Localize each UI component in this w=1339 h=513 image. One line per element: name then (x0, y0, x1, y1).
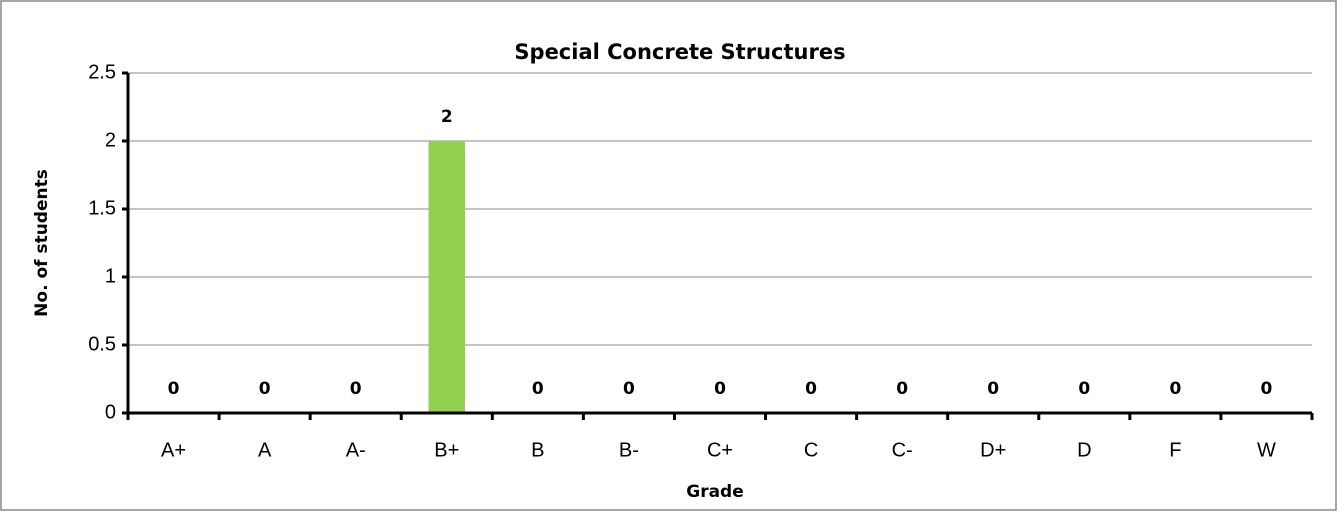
y-tick-label: 2.5 (88, 61, 116, 83)
data-label: 0 (350, 379, 362, 399)
x-tick-label: F (1169, 439, 1181, 461)
x-tick-label: B- (619, 439, 639, 461)
x-tick-label: C+ (707, 439, 733, 461)
data-label: 0 (805, 379, 817, 399)
y-tick-label: 1.5 (88, 197, 116, 219)
data-label: 0 (1169, 379, 1181, 399)
data-label: 0 (714, 379, 726, 399)
chart-title: Special Concrete Structures (514, 40, 845, 64)
x-tick-label: D (1077, 439, 1091, 461)
bar (428, 141, 465, 413)
y-axis-label: No. of students (32, 169, 52, 317)
data-label: 0 (532, 379, 544, 399)
x-axis-label: Grade (686, 482, 744, 502)
data-label: 0 (168, 379, 180, 399)
y-tick-label: 1 (105, 265, 116, 287)
x-tick-label: W (1257, 439, 1276, 461)
x-tick-label: A (258, 439, 272, 461)
x-tick-label: B (531, 439, 544, 461)
x-tick-label: D+ (980, 439, 1006, 461)
x-tick-label: B+ (434, 439, 459, 461)
data-label: 0 (1261, 379, 1273, 399)
x-tick-label: A- (346, 439, 366, 461)
data-label: 0 (259, 379, 271, 399)
y-tick-label: 0 (105, 401, 116, 423)
data-label: 0 (623, 379, 635, 399)
x-tick-label: C- (892, 439, 913, 461)
data-label: 2 (441, 107, 453, 127)
y-tick-label: 2 (105, 129, 116, 151)
data-label: 0 (896, 379, 908, 399)
y-tick-label: 0.5 (88, 333, 116, 355)
x-tick-label: C (804, 439, 818, 461)
x-tick-label: A+ (161, 439, 186, 461)
data-label: 0 (1078, 379, 1090, 399)
data-label: 0 (987, 379, 999, 399)
